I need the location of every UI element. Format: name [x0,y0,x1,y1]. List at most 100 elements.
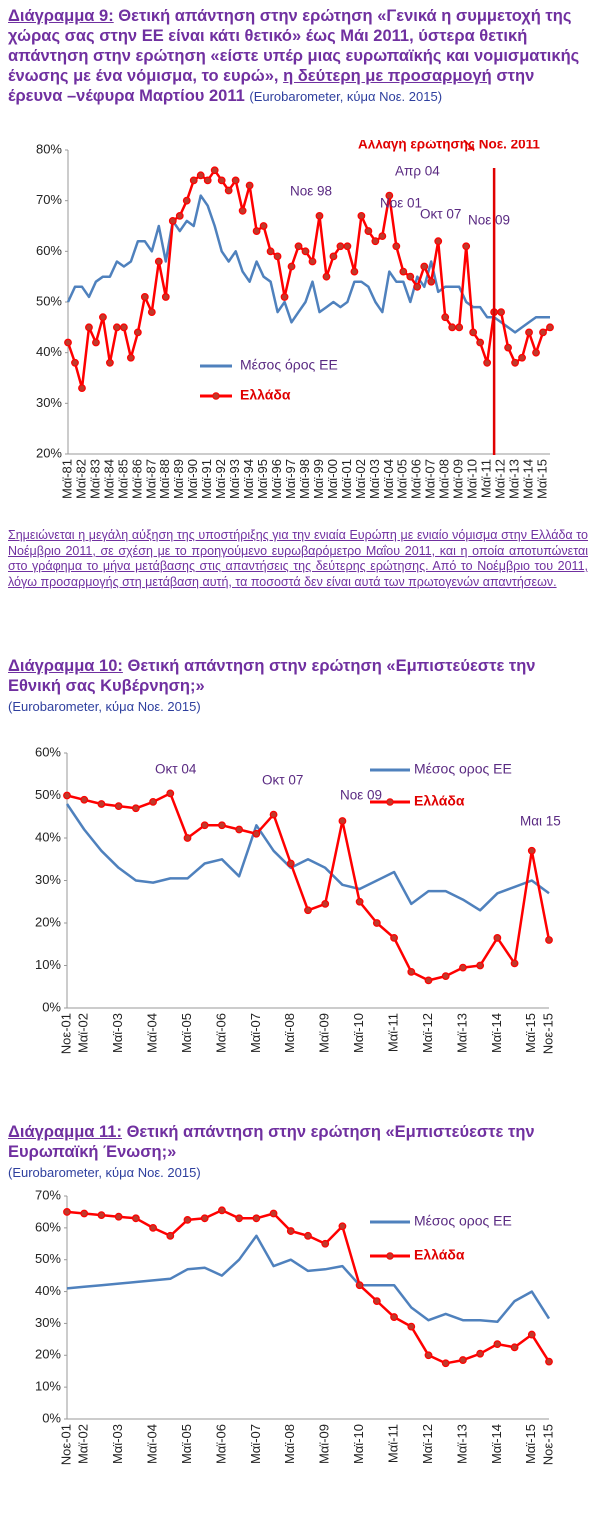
x-tick-label: Μαϊ-85 [115,459,130,499]
data-point [273,252,282,261]
legend-label: Ελλάδα [240,387,291,403]
data-point [539,328,547,337]
data-point [455,323,464,332]
data-point [218,1206,226,1215]
data-point [210,166,219,175]
data-point [441,972,450,981]
x-tick-label: Μαϊ-94 [241,459,256,499]
data-point [175,211,184,220]
data-point [126,353,135,362]
x-tick-label: Μαϊ-81 [59,459,74,499]
data-point [168,217,177,225]
x-tick-label: Μαϊ-10 [465,459,480,499]
data-point [390,933,398,942]
data-point [106,358,114,367]
data-point [119,323,128,332]
y-tick-label: 0% [42,1410,61,1425]
x-tick-label: Μαϊ-93 [227,459,242,499]
data-point [218,821,226,830]
data-point [322,272,331,281]
data-point [189,176,198,185]
x-tick-label: Μαϊ-05 [395,459,410,499]
x-tick-label: Μαϊ-10 [351,1013,366,1053]
y-tick-label: 30% [35,1315,61,1330]
data-point [511,358,519,367]
data-point [483,358,492,367]
data-point [131,804,140,813]
data-point [235,825,244,834]
legend-marker [386,798,394,806]
data-point [182,196,191,205]
x-tick-label: Νοε-01 [58,1424,73,1465]
data-point [427,277,436,286]
data-point [371,237,380,246]
chart-label: Διάγραμμα 11: [8,1123,122,1141]
x-tick-label: Μαϊ-08 [437,459,452,499]
legend-marker [212,392,220,400]
data-point [80,1209,89,1218]
chart: 0% 10% 20% 30% 40% 50% 60% Νοε-01 Μαϊ-02 Μαϊ-03 Μα… [35,744,561,1054]
data-point [252,829,261,838]
y-tick-label: 10% [35,957,61,972]
data-point [231,176,240,185]
annotation: Νοε 01 [380,196,422,211]
data-point [183,1215,192,1224]
data-point [407,1322,416,1331]
data-point [441,313,450,322]
chart-heading: Διάγραμμα 9: Θετική απάντηση στην ερώτησ… [8,6,588,107]
x-tick-label: Μαϊ-88 [157,459,172,499]
data-point [469,328,478,337]
data-point [235,1214,244,1223]
x-tick-label: Μαϊ-86 [129,459,144,499]
x-tick-label: Μαϊ-07 [248,1424,263,1464]
chart-title-end: στην έρευνα –νέφυρα Μαρτίου 2011 [8,67,535,105]
x-tick-label: Μαϊ-11 [479,459,494,498]
data-point [287,262,296,271]
y-tick-label: 20% [35,1347,61,1362]
data-point [200,1214,209,1223]
x-tick-label: Μαϊ-96 [269,459,284,499]
data-point [372,919,381,927]
legend-label: Μέσος ορος ΕΕ [414,1213,512,1229]
x-tick-label: Μαϊ-98 [297,459,312,499]
legend-label: Ελλάδα [414,1247,465,1263]
data-point [462,242,471,251]
data-point [406,272,415,281]
y-tick-label: 10% [35,1379,61,1394]
data-point [304,906,312,915]
data-point [357,211,366,220]
data-point [338,817,347,825]
annotation: Οκτ 07 [420,207,461,222]
x-tick-label: Μαϊ-08 [282,1424,297,1464]
data-point [392,242,401,251]
x-tick-label: Μαϊ-09 [317,1013,332,1053]
annotation: Νοε 09 [340,788,382,803]
x-tick-label: Μαϊ-03 [367,459,382,499]
chart-title: Θετική απάντηση στην ερώτηση «Εμπιστεύεσ… [8,657,536,695]
chart-label: Διάγραμμα 9: [8,7,114,25]
chart-title-underlined: η δεύτερη με προσαρμογή [283,67,492,85]
data-point [238,206,247,215]
data-point [154,257,163,266]
y-tick-label: 70% [35,1187,61,1202]
y-tick-label: 50% [35,1251,61,1266]
series-line [66,792,551,982]
chart: 20%30%40%50%60%70%80%Μαϊ-81Μαϊ-82Μαϊ-83Μ… [36,140,554,499]
x-tick-label: Μαϊ-87 [143,459,158,499]
x-tick-label: Μαϊ-83 [87,459,102,499]
note: Σημειώνεται η μεγάλη αύξηση της υποστήρι… [8,528,588,589]
annotation: Νοε 98 [290,184,332,199]
y-tick-label: 50% [36,293,62,308]
x-tick-label: Νοε-15 [540,1424,555,1465]
x-tick-label: Μαϊ-06 [213,1424,228,1464]
annotation: Οκτ 07 [262,773,303,788]
data-point [114,802,123,811]
chart-source: (Eurobarometer, κύμα Νοε. 2015) [249,89,443,104]
data-point [476,1349,485,1358]
x-tick-label: Μαϊ-10 [351,1424,366,1464]
data-point [385,191,394,200]
data-point [518,353,526,362]
data-point [80,795,89,804]
data-point [200,821,209,830]
data-point [149,1223,157,1232]
